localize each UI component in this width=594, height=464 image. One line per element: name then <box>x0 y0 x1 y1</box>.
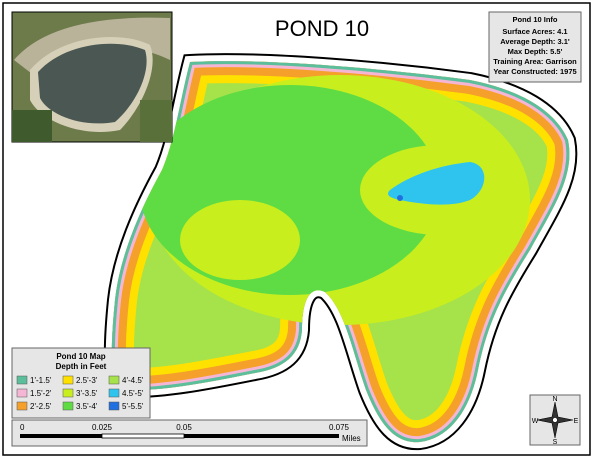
legend-label: 1'-1.5' <box>30 376 52 385</box>
scale-label: 0.075 <box>329 423 350 432</box>
scale-label: 0 <box>20 423 25 432</box>
info-box: Pond 10 Info Surface Acres: 4.1 Average … <box>488 11 582 83</box>
legend-swatch <box>16 401 28 411</box>
depth-zone <box>397 195 403 201</box>
info-line: Year Constructed: 1975 <box>493 67 576 76</box>
compass-label: W <box>532 418 539 425</box>
legend-label: 2'-2.5' <box>30 402 52 411</box>
legend-swatch <box>108 401 120 411</box>
info-line: Average Depth: 3.1' <box>500 37 570 46</box>
depth-zone <box>180 200 300 280</box>
scale-bar: 0 0.025 0.05 0.075 Miles <box>11 419 368 447</box>
legend-swatch <box>108 388 120 398</box>
aerial-photo <box>11 11 173 143</box>
scale-label: 0.025 <box>92 423 113 432</box>
info-line: Max Depth: 5.5' <box>508 47 563 56</box>
scale-label: 0.05 <box>176 423 192 432</box>
legend-swatch <box>16 388 28 398</box>
compass-label: E <box>574 418 579 425</box>
legend-swatch <box>62 401 74 411</box>
compass: N S E W <box>529 394 581 446</box>
legend-swatch <box>62 375 74 385</box>
compass-label: S <box>553 439 558 446</box>
info-heading: Pond 10 Info <box>513 15 558 24</box>
legend: Pond 10 Map Depth in Feet 1'-1.5' 1.5'-2'… <box>11 347 151 419</box>
map-title: POND 10 <box>275 16 369 41</box>
legend-label: 3.5'-4' <box>76 402 98 411</box>
legend-label: 5'-5.5' <box>122 402 144 411</box>
legend-label: 4.5'-5' <box>122 389 144 398</box>
compass-label: N <box>552 396 557 403</box>
scale-unit: Miles <box>342 434 361 443</box>
depth-zone <box>388 162 485 205</box>
info-line: Surface Acres: 4.1 <box>502 27 567 36</box>
legend-title: Pond 10 Map <box>56 352 105 361</box>
legend-swatch <box>108 375 120 385</box>
legend-subtitle: Depth in Feet <box>56 362 107 371</box>
legend-label: 2.5'-3' <box>76 376 98 385</box>
legend-swatch <box>62 388 74 398</box>
info-line: Training Area: Garrison <box>493 57 577 66</box>
legend-swatch <box>16 375 28 385</box>
legend-label: 1.5'-2' <box>30 389 52 398</box>
legend-label: 3'-3.5' <box>76 389 98 398</box>
legend-label: 4'-4.5' <box>122 376 144 385</box>
